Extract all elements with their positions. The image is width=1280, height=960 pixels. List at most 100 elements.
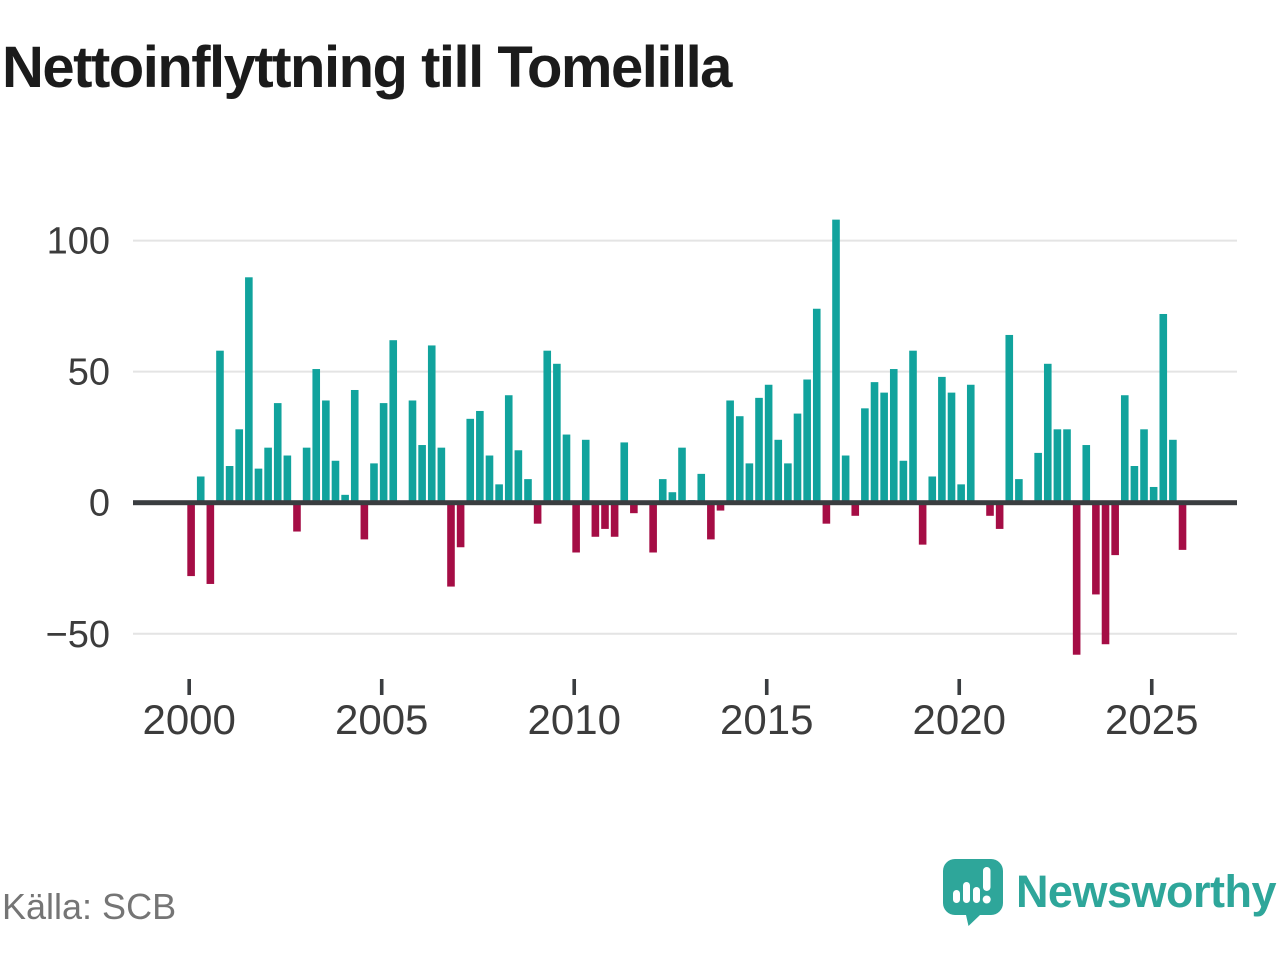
x-tick-2005: [379, 679, 384, 695]
bar-2015-q2: [774, 439, 783, 503]
bar-2013-q4: [716, 502, 725, 511]
bar-2010-q1: [572, 502, 580, 553]
bar-2001-q3: [245, 277, 253, 503]
bar-2009-q1: [533, 502, 542, 524]
bar-2019-q3: [938, 376, 946, 503]
bar-2011-q3: [630, 502, 638, 514]
bar-2020-q2: [966, 384, 975, 503]
bar-2004-q4: [370, 463, 378, 503]
logo-bar-2: [962, 882, 970, 903]
x-tick-2000: [187, 679, 191, 695]
bar-2021-q2: [1005, 334, 1014, 503]
bar-2018-q4: [909, 350, 917, 503]
bar-2019-q1: [918, 502, 927, 545]
bar-2009-q2: [543, 350, 552, 503]
bar-2024-q4: [1140, 429, 1148, 503]
x-tick-2025: [1149, 679, 1154, 695]
bar-2023-q4: [1101, 502, 1110, 645]
bar-2014-q2: [735, 416, 744, 503]
bar-2021-q3: [1015, 479, 1023, 503]
bar-2018-q3: [899, 460, 908, 503]
x-axis-label-2015: 2015: [720, 696, 813, 743]
newsworthy-logo-text: Newsworthy: [1015, 866, 1277, 917]
bar-2011-q1: [610, 502, 619, 537]
x-axis-label-2010: 2010: [528, 696, 621, 743]
bar-2023-q1: [1072, 502, 1081, 655]
bar-2018-q1: [880, 392, 888, 503]
bar-2014-q1: [726, 400, 734, 503]
bar-2008-q3: [514, 450, 523, 503]
bar-2003-q2: [312, 369, 321, 503]
bar-2018-q2: [889, 369, 898, 503]
x-axis-label-2000: 2000: [142, 696, 235, 743]
bar-2012-q1: [649, 502, 657, 553]
bar-2017-q3: [861, 408, 869, 503]
bar-2024-q3: [1130, 466, 1139, 503]
logo-exclamation-dot: [982, 895, 991, 904]
bar-2008-q4: [524, 479, 532, 503]
x-axis-label-2020: 2020: [913, 696, 1006, 743]
bar-2025-q3: [1169, 439, 1177, 503]
bar-2008-q1: [495, 484, 503, 503]
x-axis-zero-line: [133, 500, 1237, 506]
bar-2019-q4: [947, 392, 956, 503]
bar-2022-q3: [1053, 429, 1062, 503]
bar-2006-q3: [437, 447, 446, 503]
bar-2005-q1: [379, 403, 388, 503]
bar-2025-q4: [1178, 502, 1187, 550]
bar-2000-q1: [187, 502, 195, 577]
bar-2007-q2: [466, 418, 475, 503]
bar-2004-q3: [360, 502, 369, 540]
x-tick-2010: [572, 679, 577, 695]
chart-title: Nettoinflyttning till Tomelilla: [2, 35, 732, 100]
bar-2001-q4: [254, 468, 263, 503]
bar-2009-q3: [553, 363, 561, 503]
logo-bar-3: [972, 887, 980, 903]
bar-2004-q2: [350, 389, 359, 503]
bar-2003-q3: [322, 400, 330, 503]
bar-2004-q1: [341, 494, 349, 503]
bar-2025-q2: [1159, 313, 1168, 503]
bar-2012-q2: [658, 479, 667, 503]
bar-2020-q4: [986, 502, 994, 516]
bar-2025-q1: [1149, 486, 1158, 503]
bar-2000-q4: [216, 350, 224, 503]
bar-2015-q1: [764, 384, 773, 503]
bar-2010-q2: [581, 439, 590, 503]
bar-2017-q4: [870, 382, 879, 503]
bar-2001-q1: [225, 466, 234, 503]
x-tick-2020: [957, 679, 962, 695]
bar-2013-q3: [707, 502, 715, 540]
bar-2021-q1: [995, 502, 1004, 529]
bar-2017-q1: [841, 455, 850, 503]
bar-2002-q2: [273, 403, 282, 503]
bar-2012-q3: [668, 492, 677, 503]
bar-2005-q4: [408, 400, 417, 503]
bar-2007-q3: [476, 410, 484, 503]
bar-2024-q2: [1120, 395, 1129, 503]
bar-2016-q3: [822, 502, 831, 524]
x-tick-2015: [764, 679, 769, 695]
bar-2022-q2: [1043, 363, 1052, 503]
bar-2002-q4: [293, 502, 301, 532]
bar-2013-q2: [697, 473, 706, 503]
bar-2015-q4: [793, 413, 802, 503]
bar-2016-q4: [832, 219, 840, 503]
bar-2006-q2: [427, 345, 436, 503]
bar-2010-q3: [591, 502, 600, 537]
bar-2008-q2: [504, 395, 513, 503]
logo-exclamation-bar: [982, 867, 991, 891]
bar-2001-q2: [235, 429, 244, 503]
bar-2014-q3: [745, 463, 754, 503]
bar-2000-q3: [206, 502, 215, 584]
y-axis-label--50: −50: [46, 614, 110, 656]
x-axis-label-2005: 2005: [335, 696, 428, 743]
bar-2020-q1: [957, 484, 965, 503]
bar-2000-q2: [196, 476, 205, 503]
x-axis-label-2025: 2025: [1105, 696, 1198, 743]
bar-2002-q1: [264, 447, 272, 503]
bar-2002-q3: [283, 455, 292, 503]
bar-2007-q4: [485, 455, 494, 503]
